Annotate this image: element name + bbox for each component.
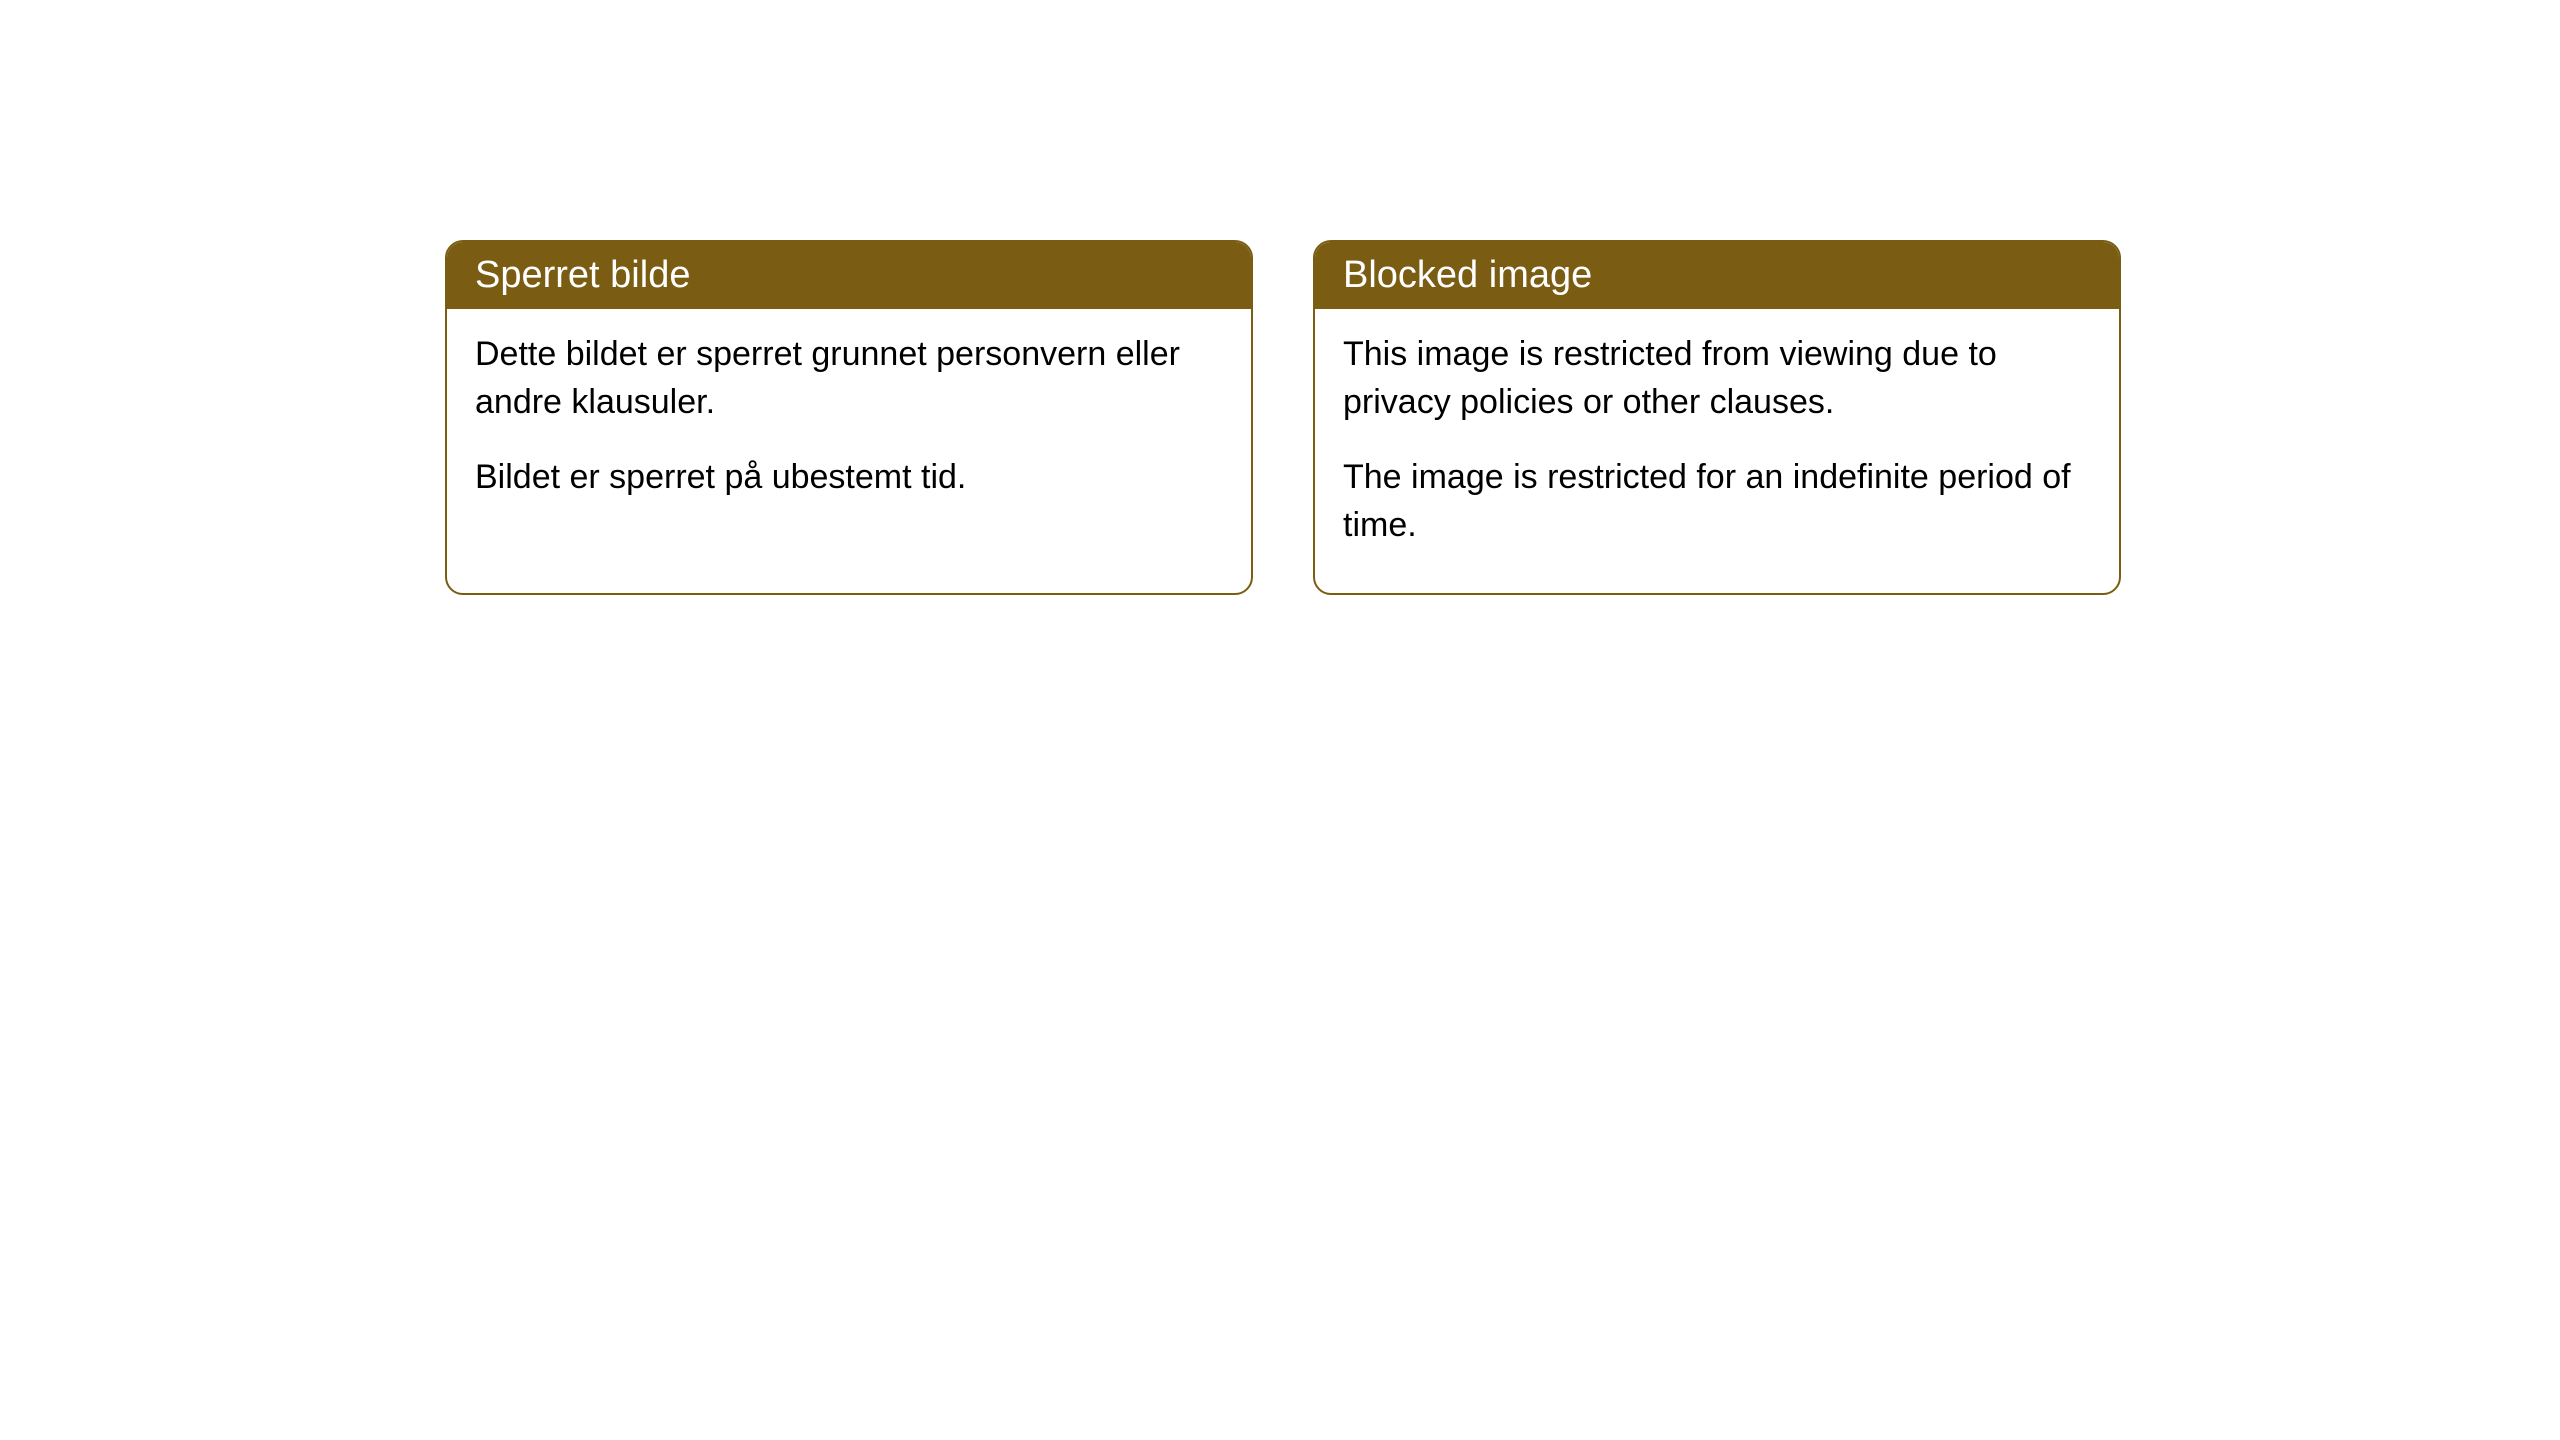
card-title-norwegian: Sperret bilde	[475, 254, 690, 296]
card-title-english: Blocked image	[1343, 254, 1592, 296]
card-body-norwegian: Dette bildet er sperret grunnet personve…	[447, 309, 1251, 546]
card-text-english-1: This image is restricted from viewing du…	[1343, 331, 2091, 426]
card-text-norwegian-1: Dette bildet er sperret grunnet personve…	[475, 331, 1223, 426]
card-norwegian: Sperret bilde Dette bildet er sperret gr…	[445, 240, 1253, 595]
card-header-english: Blocked image	[1315, 242, 2119, 309]
card-english: Blocked image This image is restricted f…	[1313, 240, 2121, 595]
card-text-english-2: The image is restricted for an indefinit…	[1343, 454, 2091, 549]
card-text-norwegian-2: Bildet er sperret på ubestemt tid.	[475, 454, 1223, 502]
notice-container: Sperret bilde Dette bildet er sperret gr…	[0, 0, 2560, 595]
card-body-english: This image is restricted from viewing du…	[1315, 309, 2119, 593]
card-header-norwegian: Sperret bilde	[447, 242, 1251, 309]
